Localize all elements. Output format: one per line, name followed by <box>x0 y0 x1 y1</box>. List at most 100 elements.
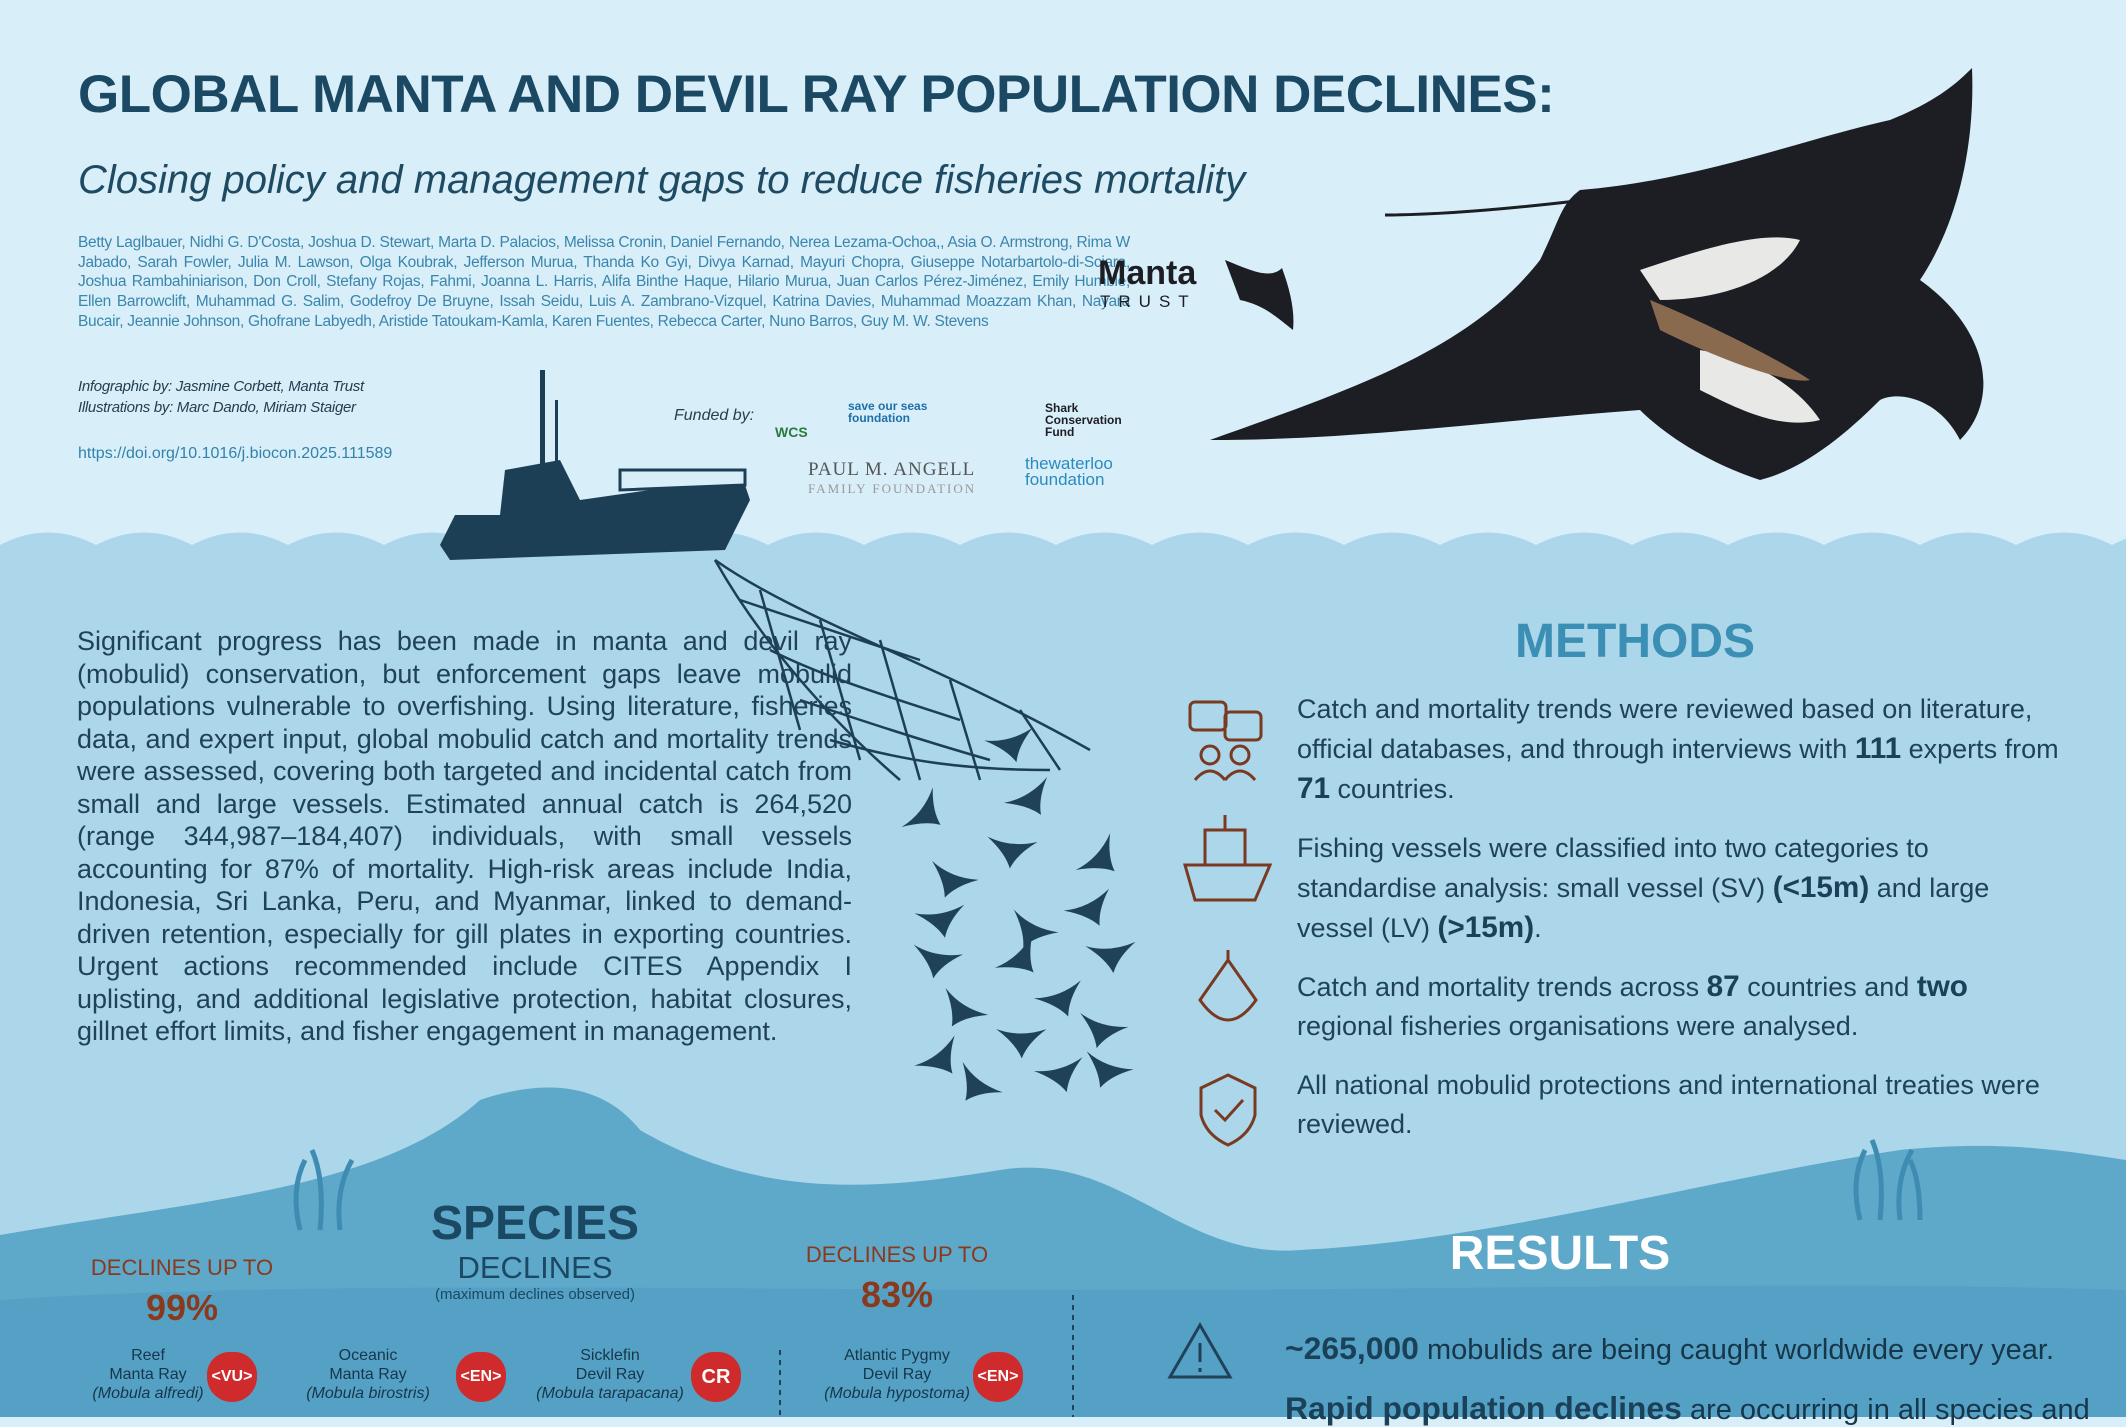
status-badge: <VU> <box>207 1352 257 1402</box>
results-title: RESULTS <box>1449 1227 1671 1280</box>
funder: Shark Conservation Fund <box>1045 402 1122 438</box>
text: Catch and mortality trends were reviewed… <box>1297 694 2033 764</box>
decline-label: DECLINES UP TO <box>805 1242 989 1267</box>
ray <box>932 860 979 898</box>
ray-silhouettes <box>901 727 1136 1101</box>
species-name: Oceanic Manta Ray (Mobula birostris) <box>268 1346 468 1403</box>
decline-value: 99% <box>145 1287 219 1328</box>
infographic-credit: Infographic by: Jasmine Corbett, Manta T… <box>78 378 364 395</box>
text: mobulids are being caught worldwide ever… <box>1418 1334 2055 1366</box>
common-name: Devil Ray <box>575 1366 645 1383</box>
common-name: Atlantic Pygmy <box>844 1347 950 1364</box>
ray <box>1085 941 1136 974</box>
bold-text: 111 <box>1854 732 1902 765</box>
ray <box>984 727 1033 763</box>
status-badge: <EN> <box>456 1352 506 1402</box>
common-name: Reef <box>131 1347 165 1364</box>
doi-link[interactable]: https://doi.org/10.1016/j.biocon.2025.11… <box>78 445 393 462</box>
funder: thewaterloo foundation <box>1025 454 1113 489</box>
boat <box>440 370 750 560</box>
ray <box>1013 909 1059 948</box>
ray <box>987 836 1038 869</box>
method-icons <box>1183 700 1273 1147</box>
ray <box>962 1061 1003 1101</box>
text: are occurring in all species and <box>1681 1394 2090 1426</box>
ray <box>994 934 1034 973</box>
funder-line: foundation <box>1025 470 1105 489</box>
latin-name: (Mobula tarapacana) <box>536 1385 684 1402</box>
methods-title: METHODS <box>1515 615 1755 668</box>
funder: WCS <box>775 425 808 439</box>
funder: PAUL M. ANGELL FAMILY FOUNDATION <box>808 460 976 498</box>
bold-text: ~265,000 <box>1285 1330 1419 1366</box>
decline-value: 83% <box>860 1274 934 1315</box>
method-item: Fishing vessels were classified into two… <box>1297 829 2067 948</box>
text: Fishing vessels were classified into two… <box>1297 833 1929 903</box>
funder-line: WCS <box>775 424 808 440</box>
common-name: Manta Ray <box>329 1366 407 1383</box>
decline-label: DECLINES UP TO <box>90 1255 274 1280</box>
bold-text: (>15m) <box>1437 911 1535 944</box>
bold-text: two <box>1916 970 1968 1003</box>
funder-line: foundation <box>848 411 910 425</box>
ray <box>1080 1012 1129 1049</box>
text: countries. <box>1330 774 1455 804</box>
seaweed <box>293 1139 1923 1231</box>
results-icon <box>1167 1321 1233 1379</box>
method-item: Catch and mortality trends were reviewed… <box>1297 690 2067 809</box>
ray <box>1075 833 1115 872</box>
ray <box>913 944 964 979</box>
funded-label: Funded by: <box>674 407 755 424</box>
text: . <box>1534 913 1542 943</box>
common-name: Sicklefin <box>580 1347 640 1364</box>
latin-name: (Mobula birostris) <box>306 1385 430 1402</box>
logo-name: Manta <box>1098 254 1197 292</box>
text: countries and <box>1739 972 1917 1002</box>
text: regional fisheries organisations were an… <box>1297 1011 1859 1041</box>
manta-illustration <box>1210 68 1984 480</box>
net <box>713 558 1091 781</box>
method-item: All national mobulid protections and int… <box>1297 1066 2067 1144</box>
subtitle: Closing policy and management gaps to re… <box>78 158 1246 202</box>
ray <box>1033 980 1081 1017</box>
ray <box>1063 888 1110 926</box>
ray <box>996 1029 1047 1059</box>
species-name: Reef Manta Ray (Mobula alfredi) <box>48 1346 248 1403</box>
title: GLOBAL MANTA AND DEVIL RAY POPULATION DE… <box>78 65 1555 124</box>
logo-sub: TRUST <box>1100 292 1197 311</box>
ray <box>1086 1051 1134 1088</box>
authors: Betty Laglbauer, Nidhi G. D'Costa, Joshu… <box>78 234 1130 330</box>
funder: save our seas foundation <box>848 400 927 424</box>
bold-text: Rapid population declines <box>1285 1390 1682 1426</box>
funder-line: save our seas <box>848 399 928 413</box>
result-item: ~265,000 mobulids are being caught world… <box>1285 1330 2125 1367</box>
bold-text: 87 <box>1706 970 1740 1003</box>
ray <box>901 787 941 828</box>
funder-line: Shark <box>1045 401 1079 415</box>
funder-line: thewaterloo <box>1025 454 1113 473</box>
latin-name: (Mobula alfredi) <box>92 1385 204 1402</box>
status-badge: CR <box>691 1352 741 1402</box>
illustration-credit: Illustrations by: Marc Dando, Miriam Sta… <box>78 399 356 416</box>
latin-name: (Mobula hypostoma) <box>824 1385 970 1402</box>
funder-line: Conservation <box>1045 413 1122 427</box>
species-title: SPECIES <box>430 1197 640 1250</box>
intro-text: Significant progress has been made in ma… <box>77 626 852 1046</box>
funder-line: FAMILY FOUNDATION <box>808 481 977 496</box>
funder-line: PAUL M. ANGELL <box>808 459 976 480</box>
common-name: Devil Ray <box>862 1366 932 1383</box>
method-item: Catch and mortality trends across 87 cou… <box>1297 967 2067 1046</box>
bold-text: 71 <box>1297 772 1331 805</box>
text: Catch and mortality trends across <box>1297 972 1707 1002</box>
ray <box>1034 1057 1083 1093</box>
ray <box>1003 777 1048 815</box>
bold-text: (<15m) <box>1772 871 1870 904</box>
common-name: Oceanic <box>338 1347 398 1364</box>
ray <box>914 1035 955 1074</box>
seabed <box>0 1285 2126 1417</box>
text: experts from <box>1901 734 2059 764</box>
species-name: Atlantic Pygmy Devil Ray (Mobula hypostoma… <box>797 1346 997 1403</box>
logo-icon <box>1225 260 1294 330</box>
ray <box>914 904 965 938</box>
